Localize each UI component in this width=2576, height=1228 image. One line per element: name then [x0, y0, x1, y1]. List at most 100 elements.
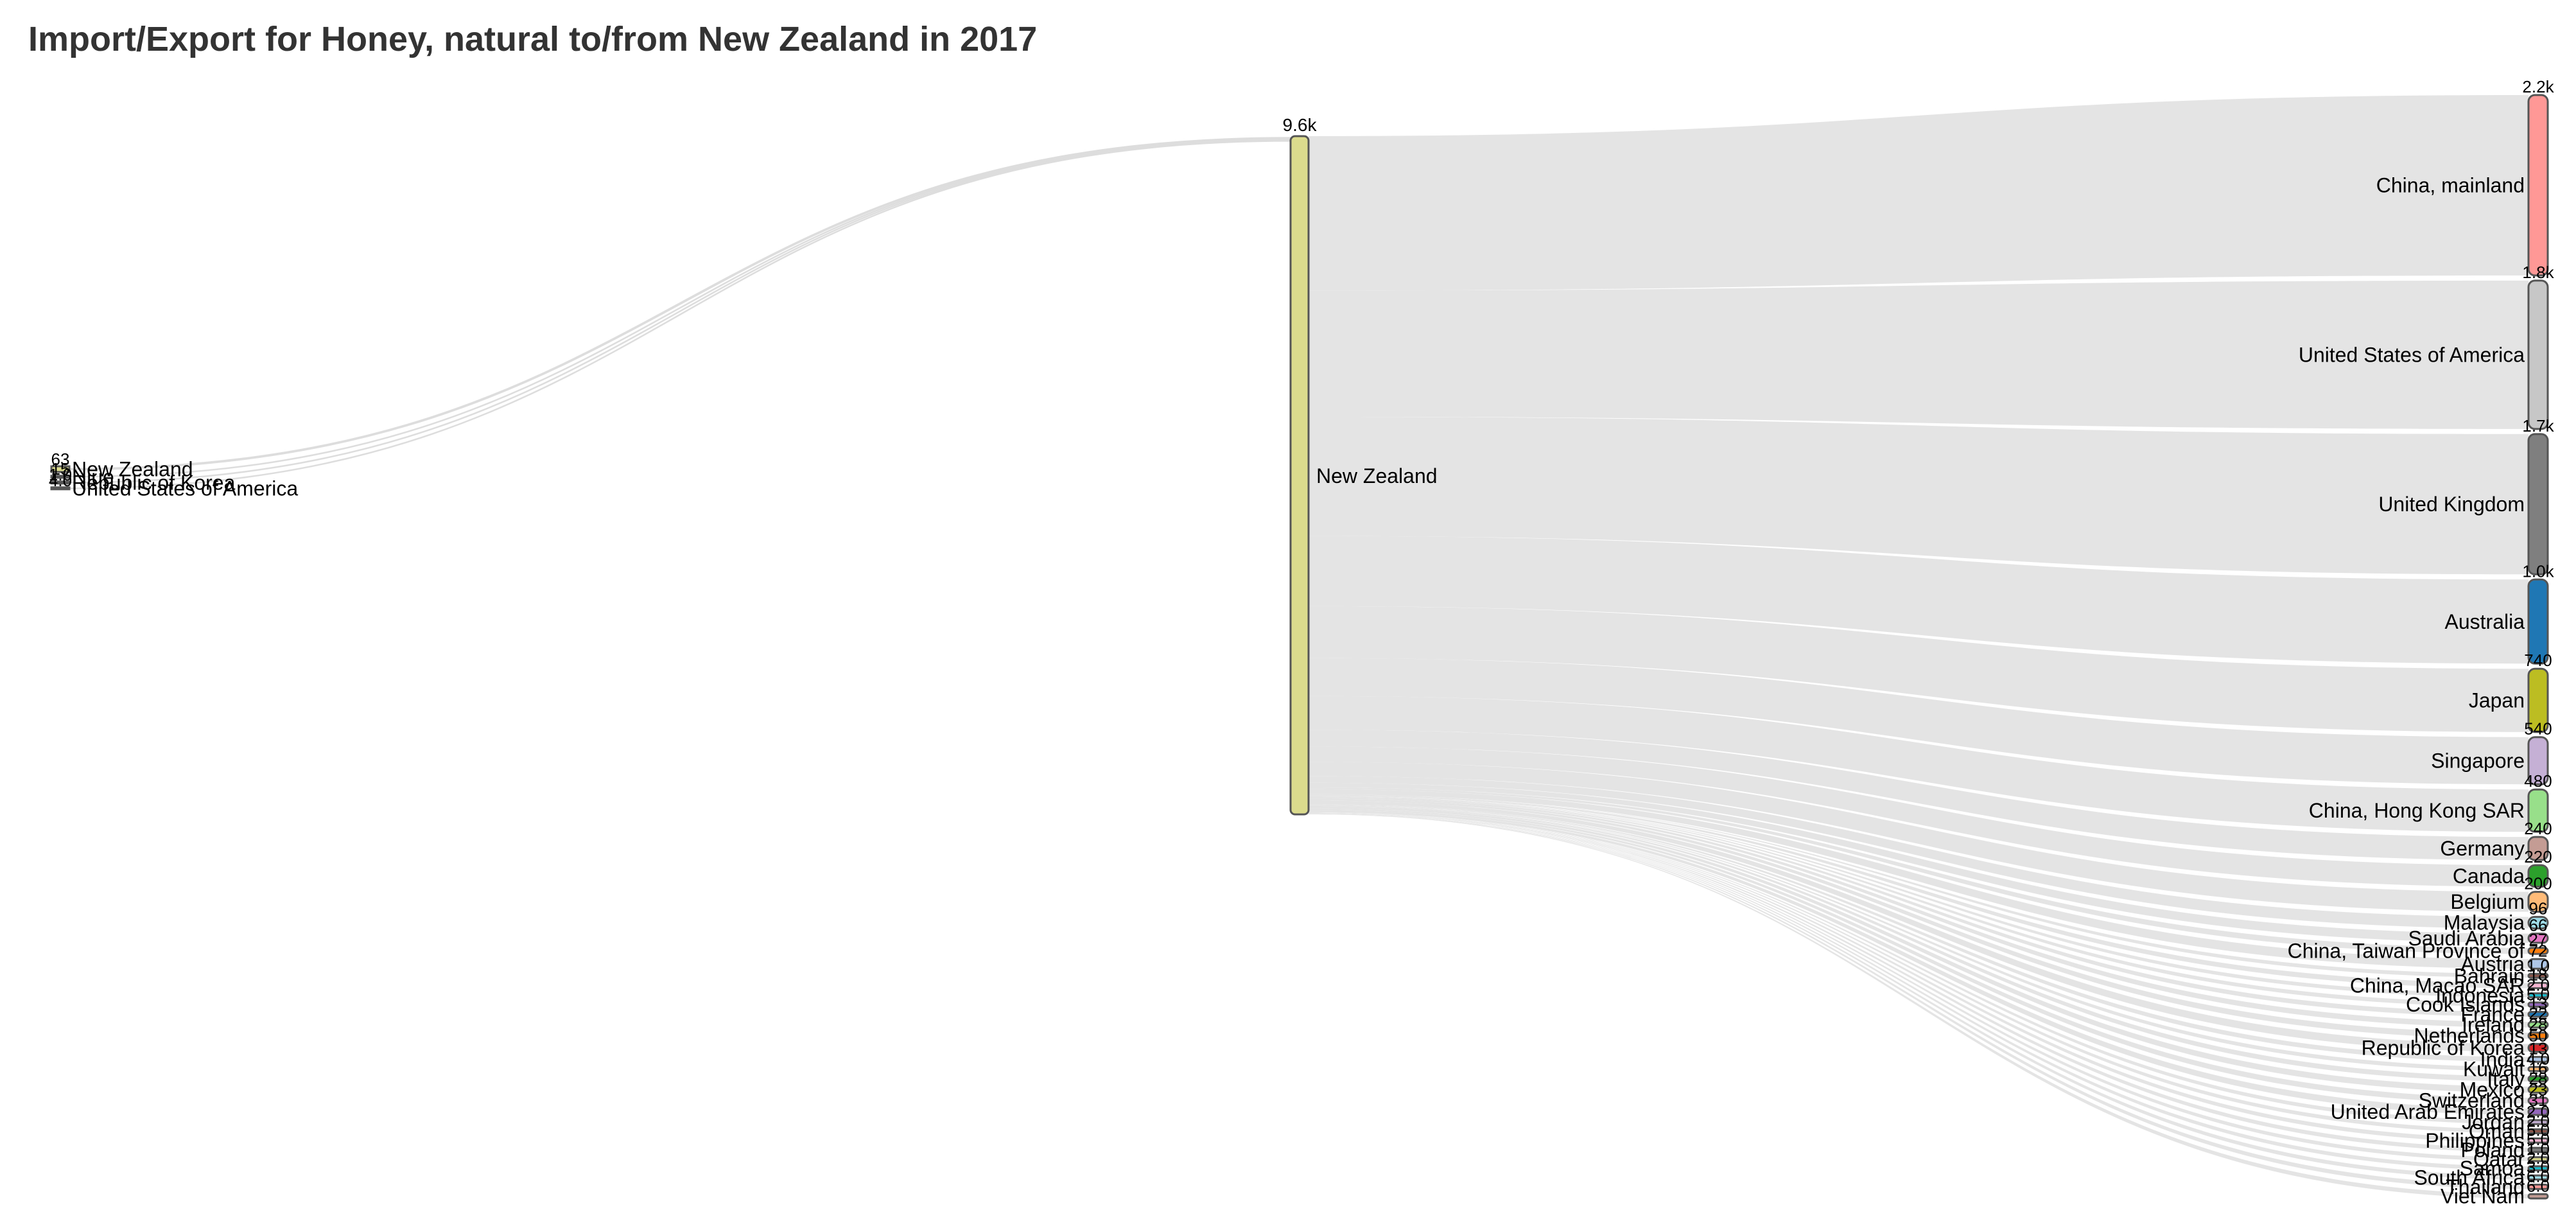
dest-value-label: 28 — [2529, 1069, 2548, 1088]
dest-value-label: 2.0 — [2527, 1148, 2550, 1168]
link-import-united-states-of-america — [69, 140, 1291, 489]
node-dest-india — [2527, 1056, 2549, 1063]
link-export-india — [1309, 803, 2528, 1062]
dest-value-label: 6.0 — [2527, 1176, 2550, 1195]
source-name-label: New Zealand — [72, 457, 193, 480]
node-dest-belgium — [2527, 891, 2549, 913]
link-export-jordan — [1309, 812, 2528, 1125]
dest-name-label: Thailand — [2446, 1175, 2525, 1198]
link-export-france — [1309, 796, 2528, 1017]
dest-name-label: Kuwait — [2463, 1058, 2525, 1081]
dest-name-label: China, Macao SAR — [2350, 974, 2525, 997]
link-export-republic-of-korea — [1309, 800, 2528, 1052]
node-dest-thailand — [2527, 1184, 2549, 1190]
link-export-canada — [1309, 746, 2528, 887]
node-dest-ireland — [2527, 1021, 2549, 1029]
node-dest-china-macao-sar — [2527, 981, 2549, 990]
dest-name-label: Bahrain — [2454, 964, 2525, 987]
node-dest-china-hong-kong-sar — [2527, 788, 2549, 833]
dest-name-label: Canada — [2453, 864, 2525, 888]
link-export-malaysia — [1309, 776, 2528, 929]
dest-value-label: 3.0 — [2527, 1157, 2550, 1177]
node-dest-republic-of-korea — [2527, 1042, 2549, 1053]
link-export-united-kingdom — [1309, 416, 2528, 575]
dest-value-label: 13 — [2529, 994, 2548, 1013]
node-dest-australia — [2527, 578, 2549, 665]
link-export-japan — [1309, 606, 2528, 732]
link-export-indonesia — [1309, 795, 2528, 997]
node-dest-switzerland — [2527, 1096, 2549, 1105]
link-export-china-macao-sar — [1309, 794, 2528, 988]
link-export-austria — [1309, 789, 2528, 969]
dest-value-label: 1.0k — [2522, 561, 2554, 581]
dest-name-label: Qatar — [2473, 1148, 2525, 1171]
node-dest-austria — [2527, 958, 2549, 970]
dest-value-label: 480 — [2524, 771, 2552, 791]
node-dest-kuwait — [2527, 1066, 2549, 1073]
dest-name-label: United Kingdom — [2378, 493, 2525, 516]
dest-name-label: United States of America — [2299, 343, 2525, 366]
node-dest-qatar — [2527, 1156, 2549, 1162]
link-import-niue — [69, 138, 1291, 478]
dest-value-label: 740 — [2524, 651, 2552, 670]
link-export-italy — [1309, 805, 2528, 1082]
links-layer — [69, 95, 2528, 1198]
node-dest-netherlands — [2527, 1031, 2549, 1040]
dest-name-label: Poland — [2460, 1138, 2525, 1161]
node-dest-poland — [2527, 1146, 2549, 1153]
dest-name-label: France — [2460, 1003, 2525, 1026]
dest-value-label: 220 — [2524, 847, 2552, 866]
link-export-australia — [1309, 536, 2528, 664]
node-dest-china-mainland — [2527, 94, 2549, 277]
source-name-label: United States of America — [72, 477, 298, 500]
dest-value-label: 1.8k — [2522, 263, 2554, 282]
dest-value-label: 22 — [2529, 1004, 2548, 1023]
node-dest-italy — [2527, 1075, 2549, 1083]
dest-name-label: Cook Islands — [2406, 993, 2525, 1016]
node-dest-singapore — [2527, 736, 2549, 785]
dest-name-label: Saudi Arabia — [2408, 927, 2525, 950]
link-export-bahrain — [1309, 794, 2528, 978]
link-export-belgium — [1309, 762, 2528, 912]
dest-value-label: 5.0 — [2527, 1130, 2550, 1149]
dest-name-label: Belgium — [2450, 890, 2525, 913]
center-name-label: New Zealand — [1316, 464, 1438, 487]
link-export-philippines — [1309, 812, 2528, 1143]
dest-value-label: 5.0 — [2527, 1121, 2550, 1140]
node-dest-united-arab-emirates — [2527, 1107, 2549, 1116]
link-export-singapore — [1309, 658, 2528, 785]
dest-name-label: China, mainland — [2376, 173, 2525, 197]
node-dest-canada — [2527, 864, 2549, 888]
link-export-ireland — [1309, 797, 2528, 1028]
dest-value-label: 31 — [2529, 1091, 2548, 1110]
node-dest-mexico — [2527, 1085, 2549, 1094]
link-import-republic-of-korea — [69, 139, 1291, 484]
dest-value-label: 6.0 — [2527, 1167, 2550, 1186]
node-source-new-zealand — [50, 465, 71, 473]
node-dest-germany — [2527, 836, 2549, 861]
dest-value-label: 72 — [2529, 941, 2548, 960]
node-dest-china-taiwan-province-of — [2527, 947, 2549, 955]
dest-name-label: Ireland — [2462, 1013, 2525, 1037]
dest-name-label: China, Taiwan Province of — [2288, 940, 2525, 963]
link-export-south-africa — [1309, 813, 2528, 1180]
labels-layer: 9.6k New Zealand China, mainland 2.2k United… — [49, 77, 2555, 1208]
dest-value-label: 540 — [2524, 719, 2552, 739]
link-export-china-hong-kong-sar — [1309, 696, 2528, 832]
dest-name-label: China, Hong Kong SAR — [2309, 799, 2525, 822]
source-value-label: 1.0 — [49, 465, 72, 484]
node-dest-indonesia — [2527, 992, 2549, 999]
link-export-netherlands — [1309, 798, 2528, 1039]
dest-value-label: 1.0 — [2527, 1139, 2550, 1159]
link-export-saudi-arabia — [1309, 782, 2528, 943]
dest-name-label: United Arab Emirates — [2331, 1100, 2525, 1123]
node-dest-samoa — [2527, 1165, 2549, 1171]
node-dest-viet-nam — [2527, 1193, 2549, 1200]
dest-value-label: 96 — [2529, 899, 2548, 918]
dest-name-label: Singapore — [2431, 749, 2525, 772]
dest-value-label: 240 — [2524, 819, 2552, 838]
link-export-cook-islands — [1309, 796, 2528, 1007]
source-name-label: Republic of Korea — [72, 471, 236, 494]
dest-value-label: 16 — [2529, 1058, 2548, 1078]
dest-value-label: 1.0 — [2527, 956, 2550, 975]
